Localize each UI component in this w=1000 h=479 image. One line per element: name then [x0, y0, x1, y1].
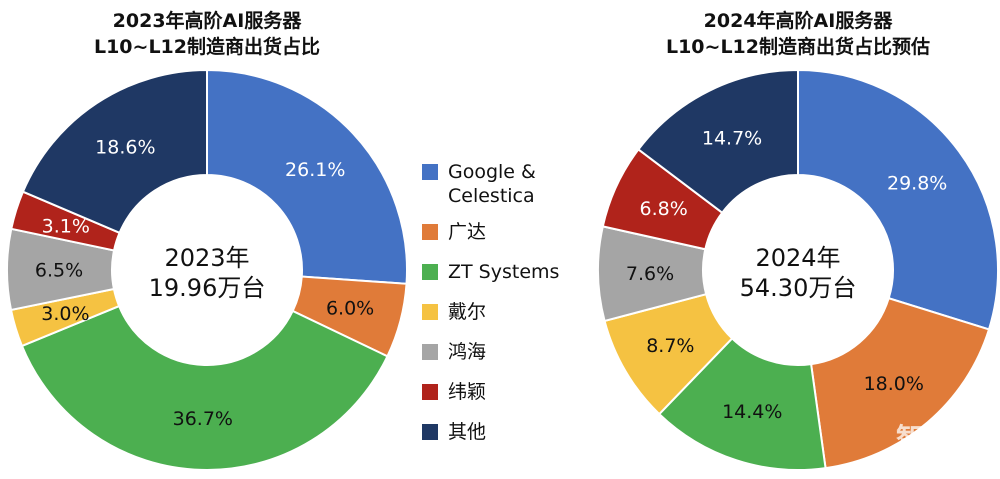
data-label: 18.6% — [95, 137, 155, 159]
data-label: 3.1% — [42, 216, 90, 238]
legend-label: 纬颖 — [448, 381, 487, 403]
legend-item: 鸿海 — [422, 340, 559, 380]
legend-item: 广达 — [422, 220, 559, 260]
donut-slice-1-6 — [637, 68, 799, 215]
title-line: 2024年高阶AI服务器 — [703, 10, 893, 32]
legend-swatch — [422, 164, 438, 180]
title-line: L10~L12制造商出货占比预估 — [665, 36, 930, 58]
watermark-logo: 智東西 — [895, 422, 986, 455]
center-label: 54.30万台 — [740, 274, 857, 302]
title-line: L10~L12制造商出货占比 — [93, 36, 320, 58]
center-label: 19.96万台 — [149, 274, 266, 302]
data-label: 6.8% — [640, 198, 688, 220]
data-label: 3.0% — [41, 303, 89, 325]
data-label: 29.8% — [887, 172, 947, 194]
legend-swatch — [422, 224, 438, 240]
legend-swatch — [422, 424, 438, 440]
legend-item: ZT Systems — [422, 260, 559, 300]
data-label: 26.1% — [285, 159, 345, 181]
legend-label: 广达 — [448, 221, 487, 243]
donut-slice-0-2 — [20, 304, 389, 471]
donut-slice-1-0 — [797, 68, 999, 331]
legend-item: Google & Celestica — [422, 160, 559, 220]
legend-label: 其他 — [448, 421, 487, 443]
center-label: 2023年 — [164, 244, 249, 272]
data-label: 36.7% — [173, 408, 233, 430]
legend-label: Google & Celestica — [448, 161, 536, 207]
donut-slice-1-1 — [809, 296, 991, 470]
center-label: 2024年 — [755, 244, 840, 272]
legend-item: 戴尔 — [422, 300, 559, 340]
legend-label: 戴尔 — [448, 301, 487, 323]
data-label: 6.5% — [35, 260, 83, 282]
legend-swatch — [422, 384, 438, 400]
legend-swatch — [422, 304, 438, 320]
legend-item: 纬颖 — [422, 380, 559, 420]
data-label: 14.7% — [702, 128, 762, 150]
legend-label: 鸿海 — [448, 341, 487, 363]
data-label: 18.0% — [864, 373, 924, 395]
chart-title-2023: 2023年高阶AI服务器 L10~L12制造商出货占比 — [7, 8, 407, 60]
data-label: 7.6% — [626, 263, 674, 285]
chart-title-2024: 2024年高阶AI服务器 L10~L12制造商出货占比预估 — [598, 8, 998, 60]
donut-slice-0-6 — [21, 68, 208, 235]
data-label: 6.0% — [326, 298, 374, 320]
legend-label: ZT Systems — [448, 261, 560, 283]
donut-slice-0-0 — [206, 68, 408, 285]
title-line: 2023年高阶AI服务器 — [112, 10, 302, 32]
legend: Google & Celestica 广达 ZT Systems 戴尔鸿海纬颖其他 — [422, 160, 559, 460]
legend-item: 其他 — [422, 420, 559, 460]
data-label: 14.4% — [722, 401, 782, 423]
legend-swatch — [422, 344, 438, 360]
legend-swatch — [422, 264, 438, 280]
data-label: 8.7% — [646, 335, 694, 357]
